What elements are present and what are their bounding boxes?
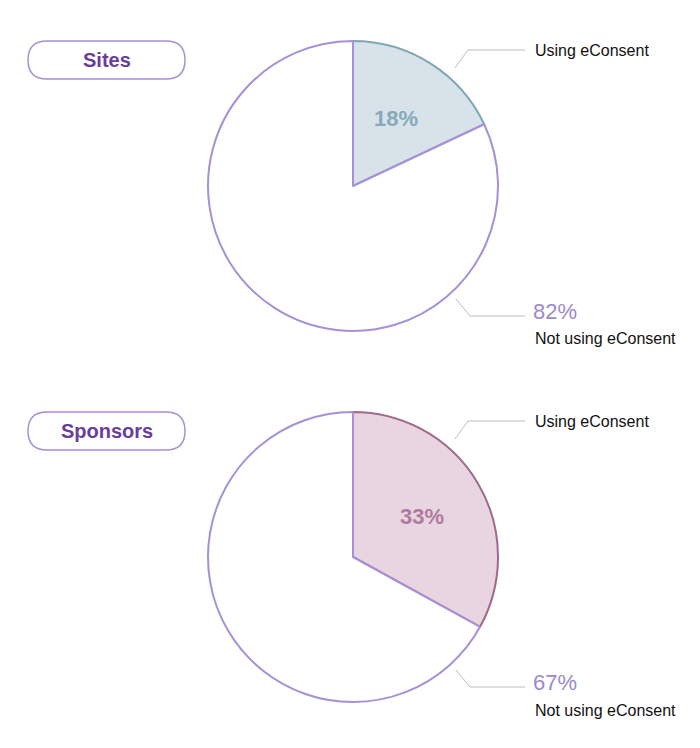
svg-text:Using eConsent: Using eConsent <box>535 413 649 430</box>
svg-text:Sites: Sites <box>83 49 131 71</box>
svg-text:Not using eConsent: Not using eConsent <box>535 702 676 719</box>
svg-text:67%: 67% <box>533 670 577 695</box>
svg-text:Using eConsent: Using eConsent <box>535 42 649 59</box>
svg-text:82%: 82% <box>533 299 577 324</box>
svg-text:18%: 18% <box>374 106 418 131</box>
svg-text:Not using eConsent: Not using eConsent <box>535 330 676 347</box>
svg-text:Sponsors: Sponsors <box>61 420 153 442</box>
svg-text:33%: 33% <box>400 504 444 529</box>
